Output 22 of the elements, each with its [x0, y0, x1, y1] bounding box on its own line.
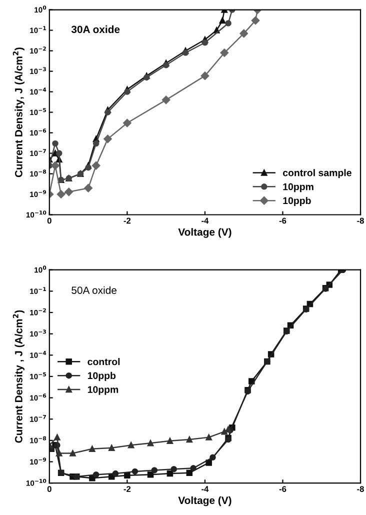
- x-tick-label: -2: [124, 486, 131, 492]
- y-axis-title: Current Density , J (A/cm$^{2}$): [12, 310, 24, 443]
- x-axis-title: Voltage (V): [178, 228, 232, 238]
- legend-label: 10ppb: [283, 196, 311, 206]
- legend-label: control sample: [282, 169, 352, 178]
- legend-label: 10ppm: [88, 386, 118, 395]
- x-tick-label: -6: [279, 486, 286, 492]
- annotation: 50A oxide: [72, 286, 116, 294]
- x-tick-label: -2: [124, 218, 131, 224]
- x-tick-label: -6: [279, 218, 286, 224]
- x-tick-label: -8: [357, 486, 364, 492]
- x-tick-label: -8: [357, 218, 364, 224]
- x-tick-label: -4: [202, 486, 209, 492]
- legend-label: 10ppm: [283, 183, 314, 192]
- legend-label: control: [88, 358, 120, 366]
- annotation: 30A oxide: [71, 25, 120, 34]
- y-axis-title: Current Density, J (A/cm$^{2}$): [12, 48, 24, 178]
- x-tick-label: -4: [202, 218, 209, 224]
- x-axis-title: Voltage (V): [178, 496, 232, 506]
- legend-label: 10ppb: [88, 372, 116, 381]
- x-tick-label: 0: [47, 218, 52, 224]
- x-tick-label: 0: [47, 486, 52, 492]
